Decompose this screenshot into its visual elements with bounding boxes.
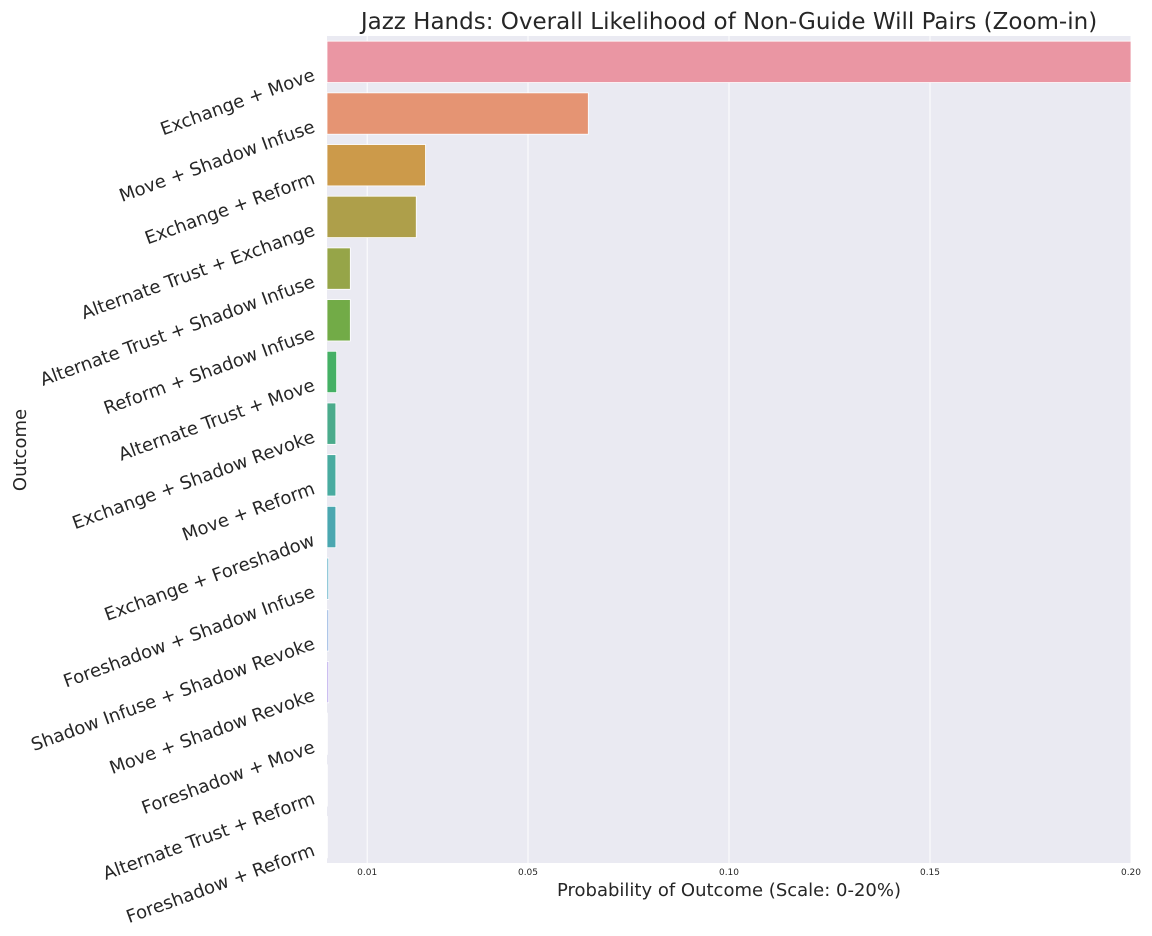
x-tick-label: 0.01 (357, 868, 377, 878)
y-tick-label: Alternate Trust + Exchange (79, 220, 318, 324)
y-tick-label: Foreshadow + Shadow Infuse (61, 582, 318, 693)
y-tick-label: Exchange + Shadow Revoke (69, 427, 317, 534)
x-tick-label: 0.15 (920, 868, 940, 878)
y-axis-label: Outcome (10, 409, 31, 491)
bar (326, 247, 351, 290)
bars (326, 40, 1132, 859)
bar (326, 40, 1132, 83)
bar (326, 299, 351, 342)
bar (326, 661, 330, 704)
bar (326, 505, 337, 549)
bar (326, 195, 417, 238)
x-tick-label: 0.05 (518, 868, 538, 878)
bar (326, 350, 338, 394)
bar (326, 144, 426, 187)
bar (326, 454, 337, 497)
bar (326, 609, 330, 652)
x-tick-labels: 0.01 0.05 0.10 0.15 0.20 (357, 868, 1141, 878)
chart-title: Jazz Hands: Overall Likelihood of Non-Gu… (359, 9, 1097, 35)
x-tick-label: 0.20 (1121, 868, 1141, 878)
bar (326, 402, 337, 445)
x-axis-label: Probability of Outcome (Scale: 0-20%) (557, 880, 901, 901)
bar (326, 92, 589, 135)
bar (326, 557, 330, 600)
x-tick-label: 0.10 (719, 868, 739, 878)
